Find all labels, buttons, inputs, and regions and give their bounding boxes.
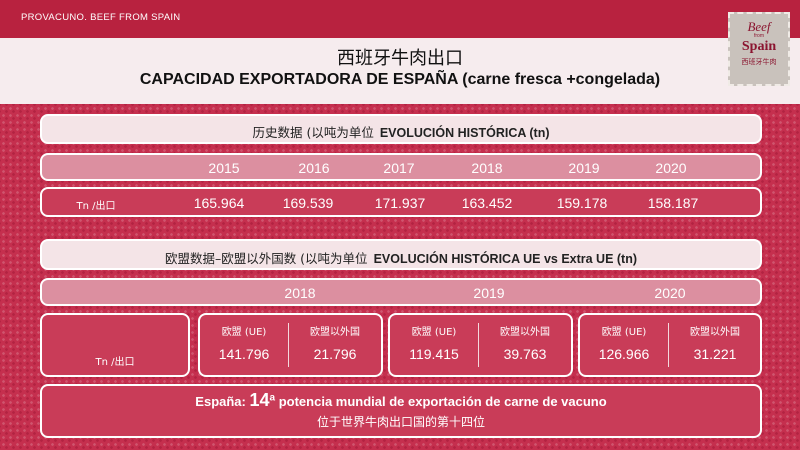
eu-value-ue: 126.966 (598, 346, 650, 362)
eu-col-ue: 欧盟 (UE) (601, 327, 647, 338)
ranking-box: España: 14a potencia mundial de exportac… (40, 384, 762, 438)
brand-label: PROVACUNO. BEEF FROM SPAIN (21, 12, 181, 23)
page-title-es: CAPACIDAD EXPORTADORA DE ESPAÑA (carne f… (139, 71, 661, 88)
eu-value-extra: 21.796 (313, 346, 357, 362)
eu-group-2019: 欧盟 (UE) 欧盟以外国 119.415 39.763 (388, 313, 573, 377)
historic-value: 165.964 (193, 195, 245, 211)
logo-line-beef: Beef (747, 19, 771, 34)
ranking-number: 14 (249, 390, 270, 410)
historic-title-cn: 历史数据 (以吨为单位 (252, 125, 374, 140)
historic-value: 158.187 (647, 195, 699, 211)
beef-from-spain-logo: Beef from Spain 西班牙牛肉 (728, 12, 790, 86)
historic-year: 2016 (298, 160, 330, 176)
eu-year: 2019 (473, 285, 505, 301)
historic-year: 2019 (568, 160, 600, 176)
eu-group-2018: 欧盟 (UE) 欧盟以外国 141.796 21.796 (198, 313, 383, 377)
ranking-ordinal: a (269, 392, 276, 404)
eu-col-extra: 欧盟以外国 (690, 327, 740, 338)
eu-title: 欧盟数据–欧盟以外国数 (以吨为单位 EVOLUCIÓN HISTÓRICA UE… (42, 248, 760, 267)
eu-col-ue: 欧盟 (UE) (221, 327, 267, 338)
ranking-suffix: potencia mundial de exportación de carne… (278, 394, 607, 409)
eu-value-ue: 141.796 (218, 346, 270, 362)
column-divider (478, 323, 479, 367)
historic-years-row: 2015 2016 2017 2018 2019 2020 (40, 153, 762, 181)
historic-value: 163.452 (461, 195, 513, 211)
historic-title-es: EVOLUCIÓN HISTÓRICA (tn) (379, 126, 550, 140)
eu-group-2020: 欧盟 (UE) 欧盟以外国 126.966 31.221 (578, 313, 762, 377)
eu-label-box: Tn /出口 (40, 313, 190, 377)
page-title-cn: 西班牙牛肉出口 (337, 48, 463, 69)
eu-title-box: 欧盟数据–欧盟以外国数 (以吨为单位 EVOLUCIÓN HISTÓRICA UE… (40, 239, 762, 270)
historic-values-row: Tn /出口 165.964 169.539 171.937 163.452 1… (40, 187, 762, 217)
column-divider (668, 323, 669, 367)
ranking-text-es: España: 14a potencia mundial de exportac… (42, 390, 760, 411)
eu-col-extra: 欧盟以外国 (500, 327, 550, 338)
eu-years-row: 2018 2019 2020 (40, 278, 762, 306)
historic-year: 2020 (655, 160, 687, 176)
historic-year: 2018 (471, 160, 503, 176)
ranking-text-cn: 位于世界牛肉出口国的第十四位 (316, 415, 485, 429)
column-divider (288, 323, 289, 367)
logo-line-cn: 西班牙牛肉 (741, 58, 777, 66)
eu-value-ue: 119.415 (409, 346, 459, 362)
eu-col-extra: 欧盟以外国 (310, 327, 360, 338)
historic-title-box: 历史数据 (以吨为单位 EVOLUCIÓN HISTÓRICA (tn) (40, 114, 762, 144)
top-bar: PROVACUNO. BEEF FROM SPAIN (0, 0, 800, 38)
historic-value: 169.539 (282, 195, 334, 211)
historic-year: 2017 (383, 160, 415, 176)
historic-year: 2015 (208, 160, 240, 176)
eu-title-cn: 欧盟数据–欧盟以外国数 (以吨为单位 (164, 251, 368, 266)
historic-row-label: Tn /出口 (76, 201, 116, 212)
historic-title: 历史数据 (以吨为单位 EVOLUCIÓN HISTÓRICA (tn) (42, 122, 760, 141)
eu-value-extra: 39.763 (503, 346, 547, 362)
header-banner: 西班牙牛肉出口 CAPACIDAD EXPORTADORA DE ESPAÑA … (0, 38, 800, 104)
eu-col-ue: 欧盟 (UE) (411, 327, 457, 338)
historic-value: 171.937 (374, 195, 426, 211)
ranking-prefix: España: (195, 394, 246, 409)
eu-year: 2018 (284, 285, 316, 301)
logo-line-from: from (754, 33, 764, 39)
historic-value: 159.178 (556, 195, 608, 211)
logo-line-spain: Spain (741, 39, 777, 54)
eu-title-es: EVOLUCIÓN HISTÓRICA UE vs Extra UE (tn) (373, 252, 638, 266)
eu-year: 2020 (654, 285, 686, 301)
eu-row-label: Tn /出口 (95, 357, 135, 368)
eu-value-extra: 31.221 (693, 346, 737, 362)
